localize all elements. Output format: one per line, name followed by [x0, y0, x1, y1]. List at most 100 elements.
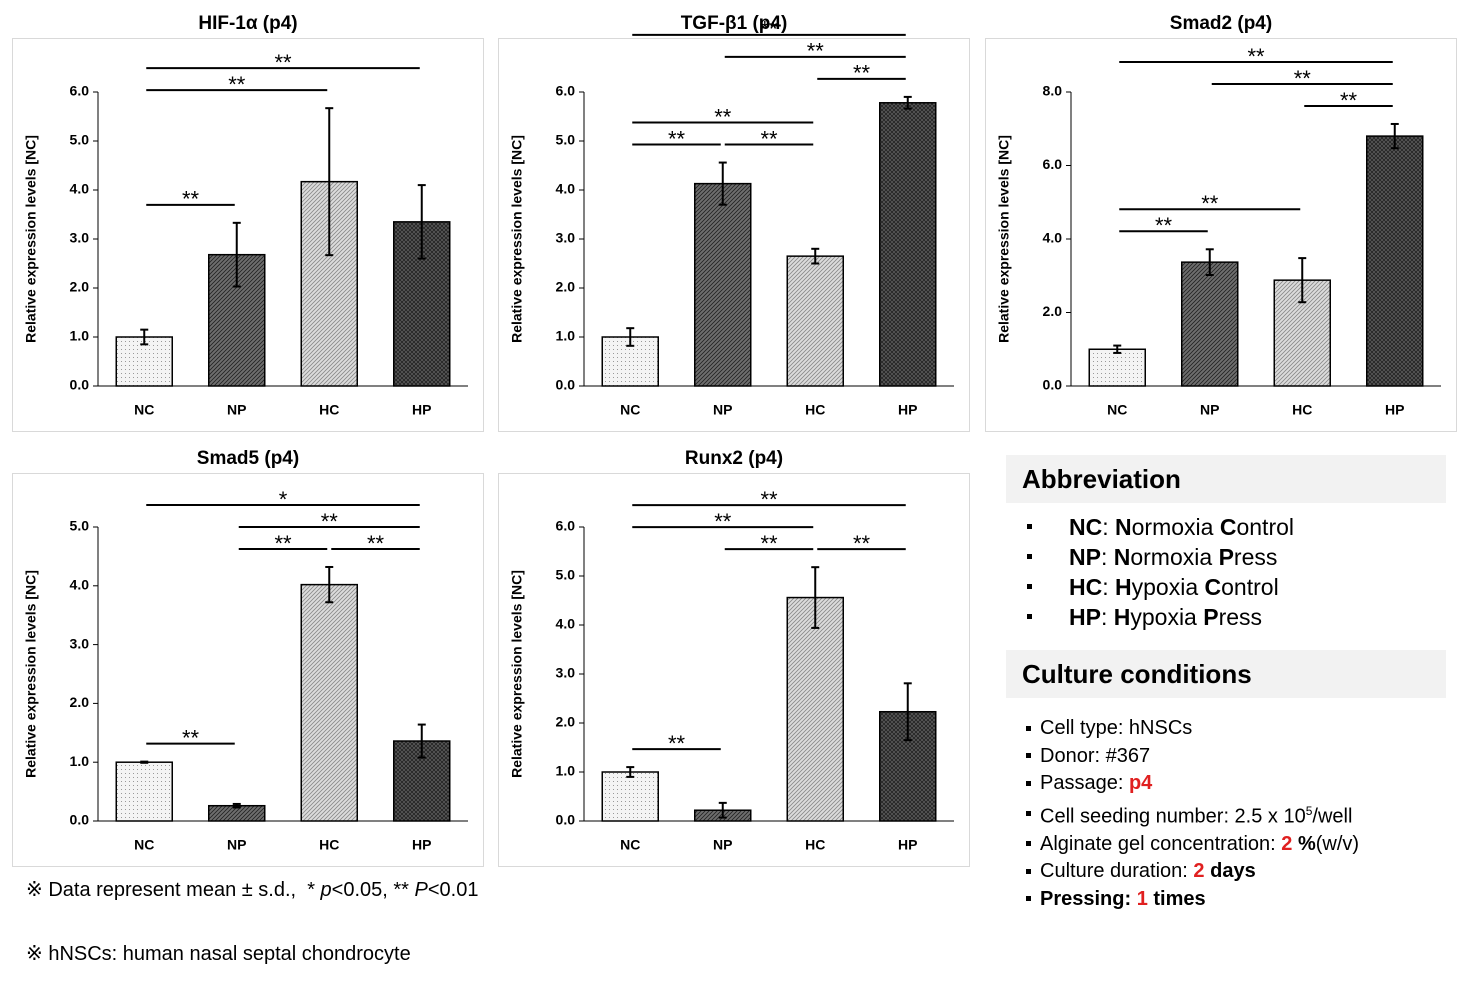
error-bar [811, 247, 820, 265]
error-bar [140, 760, 149, 764]
x-tick-label: NP [713, 837, 732, 853]
text-segment: N [1115, 514, 1132, 540]
error-bar [1298, 257, 1307, 304]
y-tick-label: 5.0 [556, 132, 576, 148]
y-tick-label: 5.0 [70, 518, 90, 534]
error-bar [232, 802, 241, 809]
significance-label: ** [668, 126, 686, 151]
text-segment: times [1147, 887, 1206, 910]
text-segment: Cell type: hNSCs [1040, 717, 1193, 739]
significance-label: ** [760, 17, 778, 42]
text-segment: 1 [1136, 887, 1148, 910]
panel-border [498, 473, 970, 867]
y-tick-label: 1.0 [70, 753, 90, 769]
text-segment: Cell seeding number: 2.5 x 10 [1040, 805, 1306, 828]
x-tick-label: NC [620, 402, 640, 418]
y-tick-label: 0.0 [556, 812, 576, 828]
text-segment: P [1218, 544, 1234, 570]
y-tick-label: 3.0 [556, 665, 576, 681]
x-tick-label: HC [319, 837, 339, 853]
y-axis-label: Relative expression levels [NC] [23, 135, 39, 343]
error-bar [325, 107, 334, 257]
y-tick-label: 3.0 [556, 230, 576, 246]
y-tick-label: 6.0 [556, 83, 576, 99]
text-segment: <0.05, ** [331, 879, 415, 901]
y-tick-label: 0.0 [556, 377, 576, 393]
significance-label: ** [714, 509, 732, 534]
text-segment: ormoxia [1130, 544, 1219, 570]
text-segment: p [320, 879, 332, 901]
x-tick-label: HC [805, 402, 825, 418]
bar [1181, 261, 1239, 387]
significance-label: ** [1340, 88, 1358, 113]
text-segment: H [1113, 604, 1131, 630]
text-segment: ontrol [1221, 574, 1279, 600]
y-tick-label: 2.0 [556, 714, 576, 730]
error-bar [417, 184, 426, 260]
error-bar [1205, 248, 1214, 277]
list-item: Pressing: 1 times [1022, 886, 1359, 914]
text-segment: Culture duration: [1040, 860, 1194, 883]
y-tick-label: 6.0 [556, 518, 576, 534]
error-bar [626, 766, 635, 778]
list-item: Culture duration: 2 days [1022, 858, 1359, 886]
text-segment: HC [1069, 574, 1103, 600]
x-tick-label: NP [227, 402, 246, 418]
list-item: NP: Normoxia Press [1022, 542, 1294, 572]
list-item: Cell seeding number: 2.5 x 105/well [1022, 798, 1359, 831]
significance-label: ** [1294, 66, 1312, 91]
text-segment: ontrol [1236, 514, 1295, 540]
panel-border [12, 473, 484, 867]
text-segment: C [1204, 574, 1222, 600]
x-tick-label: NP [713, 402, 732, 418]
text-segment: : [1100, 544, 1114, 570]
significance-label: ** [853, 531, 871, 556]
error-bar [1390, 122, 1399, 150]
x-tick-label: NC [134, 837, 154, 853]
text-segment: P [1203, 604, 1219, 630]
y-tick-label: 2.0 [1043, 303, 1063, 319]
x-tick-label: HC [1292, 402, 1312, 418]
y-tick-label: 3.0 [70, 635, 90, 651]
bar [1366, 135, 1424, 387]
y-axis-label: Relative expression levels [NC] [996, 135, 1012, 343]
x-tick-label: HP [898, 402, 917, 418]
bar [879, 102, 937, 387]
culture-list: Cell type: hNSCs Donor: #367 Passage: p4 Ce… [1022, 715, 1359, 913]
x-tick-label: HP [1385, 402, 1404, 418]
culture-title: Culture conditions [1006, 650, 1446, 698]
x-tick-label: HP [412, 402, 431, 418]
panel-border [498, 38, 970, 432]
y-tick-label: 3.0 [70, 230, 90, 246]
text-segment: ypoxia [1131, 574, 1205, 600]
text-segment: ress [1233, 544, 1278, 570]
text-segment: N [1113, 544, 1131, 570]
chart-title: Smad5 (p4) [197, 448, 299, 469]
text-segment: : [1102, 514, 1116, 540]
list-item: NC: Normoxia Control [1022, 512, 1294, 542]
list-item: HC: Hypoxia Control [1022, 572, 1294, 602]
significance-label: ** [182, 187, 200, 212]
y-tick-label: 4.0 [1043, 230, 1063, 246]
text-segment: Alginate gel concentration: [1040, 832, 1282, 855]
abbreviation-title: Abbreviation [1006, 455, 1446, 503]
error-bar [417, 723, 426, 759]
bar [786, 596, 844, 822]
significance-label: ** [760, 531, 778, 556]
text-segment: : [1102, 574, 1116, 600]
error-bar [1113, 344, 1122, 354]
text-segment: P [414, 879, 428, 901]
text-segment: /well [1312, 805, 1353, 828]
text-segment: ypoxia [1130, 604, 1204, 630]
text-segment: ※ Data represent mean ± s.d., * [26, 879, 321, 901]
significance-label: ** [182, 725, 200, 750]
significance-label: ** [274, 50, 292, 75]
panel-border [12, 38, 484, 432]
y-axis-label: Relative expression levels [NC] [509, 570, 525, 778]
y-tick-label: 0.0 [1043, 377, 1063, 393]
y-axis-label: Relative expression levels [NC] [23, 570, 39, 778]
text-segment: ormoxia [1131, 514, 1220, 540]
chart-title: TGF-β1 (p4) [681, 13, 788, 34]
y-tick-label: 1.0 [556, 328, 576, 344]
